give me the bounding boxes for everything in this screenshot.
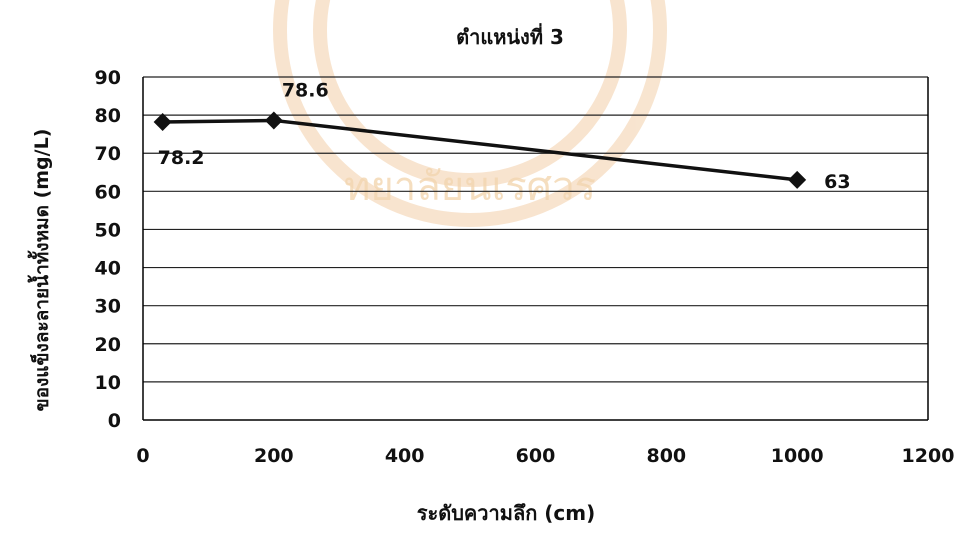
x-tick-label-600: 600	[516, 445, 556, 467]
data-point-0	[153, 112, 172, 131]
y-tick-label-60: 60	[95, 181, 121, 203]
y-tick-label-90: 90	[95, 67, 121, 89]
y-tick-label-50: 50	[95, 219, 121, 241]
data-label-2: 63	[824, 171, 850, 193]
y-axis-label: ของแข็งละลายน้ำทั้งหมด (mg/L)	[27, 129, 53, 412]
x-tick-label-200: 200	[254, 445, 294, 467]
x-tick-label-1000: 1000	[771, 445, 824, 467]
x-axis-label: ระดับความลึก (cm)	[417, 501, 596, 525]
y-tick-label-20: 20	[95, 334, 121, 356]
y-tick-label-30: 30	[95, 296, 121, 318]
data-label-0: 78.2	[158, 147, 205, 169]
chart-title: ตำแหน่งที่ 3	[456, 22, 564, 49]
y-tick-labels: 0 10 20 30 40 50 60 70 80 90	[95, 67, 121, 432]
x-tick-label-800: 800	[646, 445, 686, 467]
y-tick-label-0: 0	[108, 410, 121, 432]
y-tick-label-40: 40	[95, 258, 121, 280]
y-tick-label-10: 10	[95, 372, 121, 394]
x-tick-label-0: 0	[136, 445, 149, 467]
x-tick-label-400: 400	[385, 445, 425, 467]
data-label-1: 78.6	[282, 79, 329, 101]
data-point-1	[264, 111, 283, 130]
series-group: 78.2 78.6 63	[153, 79, 851, 193]
data-point-2	[788, 170, 807, 189]
x-tick-labels: 0 200 400 600 800 1000 1200	[136, 445, 954, 467]
axes	[142, 77, 929, 421]
y-tick-label-70: 70	[95, 143, 121, 165]
gridlines	[143, 76, 928, 383]
x-tick-label-1200: 1200	[902, 445, 955, 467]
series-line-0	[162, 118, 798, 182]
y-tick-label-80: 80	[95, 105, 121, 127]
